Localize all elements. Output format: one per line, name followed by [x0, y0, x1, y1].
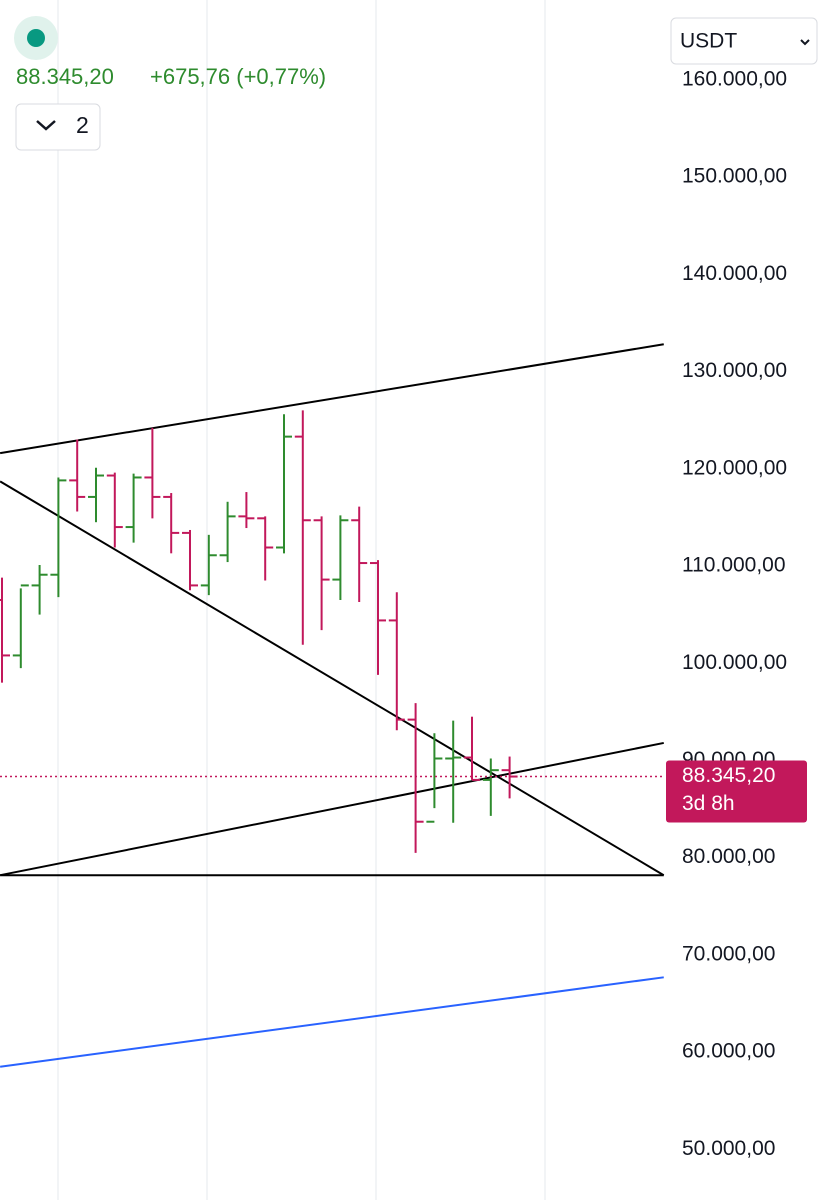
- y-tick-label: 70.000,00: [682, 942, 775, 965]
- trend-line: [0, 976, 664, 1068]
- y-tick-label: 110.000,00: [682, 554, 786, 577]
- header-change: +675,76 (+0,77%): [150, 64, 326, 89]
- last-price-label: 88.345,20: [682, 764, 775, 787]
- trend-line: [0, 480, 665, 877]
- indicator-count: 2: [76, 112, 89, 138]
- vertical-grid: [57, 0, 546, 1200]
- trend-line: [0, 741, 664, 877]
- chevron: [36, 120, 56, 131]
- select-box: [670, 17, 818, 65]
- last-price-box: [666, 760, 807, 823]
- header-price: 88.345,20: [16, 64, 114, 89]
- y-tick-label: 150.000,00: [682, 165, 787, 188]
- y-tick-label: 80.000,00: [682, 845, 775, 868]
- trend-line: [0, 343, 664, 455]
- countdown: 3d 8h: [682, 792, 735, 815]
- chevron: [800, 39, 810, 46]
- y-tick-label: 100.000,00: [682, 651, 787, 674]
- currency-select[interactable]: USDT: [670, 17, 818, 65]
- y-tick-label: 160.000,00: [682, 67, 787, 90]
- y-tick-label: 130.000,00: [682, 359, 787, 382]
- button-box: [15, 103, 101, 151]
- y-tick-label: 60.000,00: [682, 1040, 775, 1063]
- currency: USDT: [680, 30, 737, 53]
- y-tick-label: 50.000,00: [682, 1137, 775, 1160]
- y-tick-label: 140.000,00: [682, 262, 787, 285]
- indicators-button[interactable]: 2: [15, 103, 101, 151]
- status-dot: [27, 29, 45, 47]
- y-tick-label: 120.000,00: [682, 456, 787, 479]
